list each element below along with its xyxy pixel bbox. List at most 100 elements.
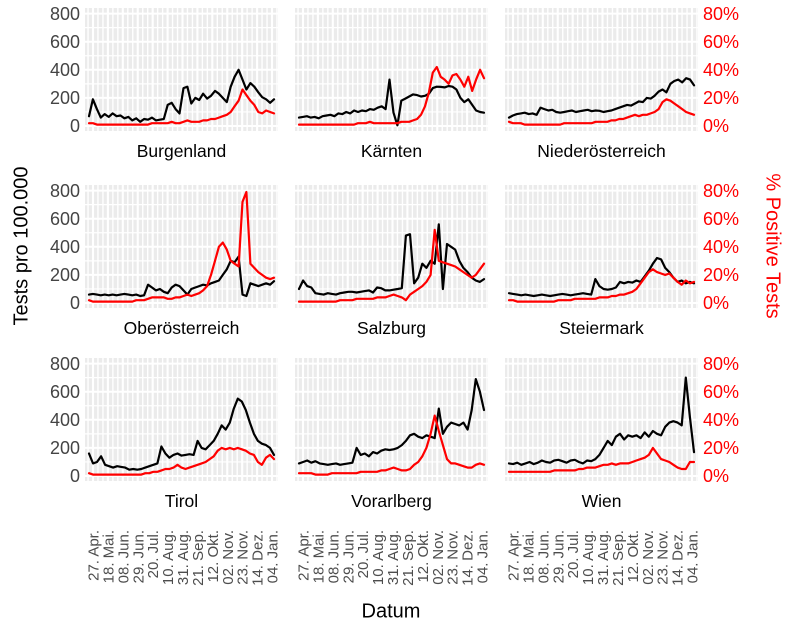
facet-title: Salzburg	[356, 318, 427, 338]
x-tick-label: 21. Sep.	[400, 530, 417, 586]
left-axis-tick-label: 600	[49, 381, 80, 402]
right-axis-tick-label: 80%	[703, 3, 740, 24]
x-tick-label: 04. Jan.	[265, 530, 279, 583]
x-tick-label: 02. Nov.	[640, 530, 657, 585]
x-axis-tick-labels: 27. Apr.18. Mai.08. Jun.29. Jun.20. Jul.…	[506, 530, 699, 586]
positive-rate-line	[507, 98, 696, 126]
facet-panel-steiermark	[505, 185, 698, 308]
facet-panel-burgenland	[85, 8, 278, 131]
x-tick-label: 14. Dez.	[460, 530, 477, 586]
panel-plot	[85, 185, 278, 308]
right-axis-tick-label: 0%	[703, 293, 730, 313]
x-tick-label: 08. Jun.	[115, 530, 132, 583]
x-tick-label: 27. Apr.	[86, 530, 103, 581]
facet-panel-vorarlberg	[295, 358, 488, 481]
x-tick-label: 23. Nov.	[655, 530, 672, 585]
left-axis-tick-label: 600	[49, 208, 80, 229]
tests-line	[87, 397, 276, 471]
facet-panel-krnten	[295, 8, 488, 131]
positive-rate-line	[87, 446, 276, 476]
left-axis-tick-label: 400	[49, 59, 80, 80]
left-axis-tick-label: 0	[69, 116, 80, 136]
panel-plot	[505, 8, 698, 131]
right-axis-tick-label: 60%	[703, 31, 740, 52]
right-axis-tick-label: 40%	[703, 59, 740, 80]
panel-plot	[295, 185, 488, 308]
panel-plot	[505, 185, 698, 308]
tests-line	[87, 255, 276, 298]
x-tick-label: 27. Apr.	[506, 530, 523, 581]
right-axis-tick-label: 0%	[703, 116, 730, 136]
right-axis-tick-label: 60%	[703, 381, 740, 402]
positive-rate-line	[297, 65, 486, 126]
x-tick-label: 08. Jun.	[325, 530, 342, 583]
x-tick-label: 10. Aug.	[160, 530, 177, 585]
x-tick-label: 04. Jan.	[685, 530, 699, 583]
x-tick-label: 29. Jun.	[340, 530, 357, 583]
right-axis-tick-label: 80%	[703, 180, 740, 201]
left-axis-tick-label: 400	[49, 236, 80, 257]
x-tick-label: 20. Jul.	[145, 530, 162, 578]
x-tick-label: 10. Aug.	[580, 530, 597, 585]
facet-panel-obersterreich	[85, 185, 278, 308]
left-axis-tick-label: 200	[49, 264, 80, 285]
x-tick-label: 08. Jun.	[535, 530, 552, 583]
positive-rate-line	[297, 228, 486, 303]
left-axis-tick-label: 800	[49, 180, 80, 201]
facet-panel-niedersterreich	[505, 8, 698, 131]
x-tick-label: 21. Sep.	[190, 530, 207, 586]
facet-title: Wien	[581, 491, 622, 511]
x-tick-label: 23. Nov.	[235, 530, 252, 585]
facet-title: Burgenland	[136, 141, 227, 161]
x-tick-label: 20. Jul.	[565, 530, 582, 578]
x-tick-label: 27. Apr.	[296, 530, 313, 581]
x-tick-label: 29. Jun.	[550, 530, 567, 583]
tests-line	[297, 78, 486, 127]
x-tick-label: 31. Aug.	[385, 530, 402, 585]
positive-rate-line	[507, 446, 696, 473]
left-axis-tick-label: 800	[49, 353, 80, 374]
tests-line	[87, 68, 276, 123]
x-tick-label: 23. Nov.	[445, 530, 462, 585]
left-axis-tick-label: 0	[69, 293, 80, 313]
left-axis-tick-label: 600	[49, 31, 80, 52]
left-axis-title: Tests pro 100.000	[10, 166, 33, 326]
left-axis-tick-label: 0	[69, 466, 80, 486]
positive-rate-line	[297, 414, 486, 476]
left-axis-tick-label: 400	[49, 409, 80, 430]
x-axis-tick-labels: 27. Apr.18. Mai.08. Jun.29. Jun.20. Jul.…	[296, 530, 489, 586]
x-tick-label: 12. Okt.	[205, 530, 222, 583]
panel-plot	[295, 358, 488, 481]
x-axis-tick-labels: 27. Apr.18. Mai.08. Jun.29. Jun.20. Jul.…	[86, 530, 279, 586]
panel-plot	[85, 8, 278, 131]
x-tick-label: 31. Aug.	[595, 530, 612, 585]
right-axis-tick-label: 20%	[703, 264, 740, 285]
x-axis-title: Datum	[361, 600, 421, 623]
x-tick-label: 18. Mai.	[100, 530, 117, 583]
x-tick-label: 12. Okt.	[625, 530, 642, 583]
x-tick-label: 12. Okt.	[415, 530, 432, 583]
facet-panel-salzburg	[295, 185, 488, 308]
right-axis-tick-label: 20%	[703, 437, 740, 458]
positive-rate-line	[507, 268, 696, 303]
facet-panel-tirol	[85, 358, 278, 481]
panel-plot	[505, 358, 698, 481]
tests-line	[507, 77, 696, 119]
right-axis-tick-label: 0%	[703, 466, 730, 486]
left-axis-tick-label: 800	[49, 3, 80, 24]
right-axis-tick-label: 40%	[703, 409, 740, 430]
right-axis-tick-label: 60%	[703, 208, 740, 229]
x-tick-label: 31. Aug.	[175, 530, 192, 585]
x-tick-label: 04. Jan.	[475, 530, 489, 583]
x-tick-label: 14. Dez.	[670, 530, 687, 586]
panel-plot	[85, 358, 278, 481]
tests-line	[297, 223, 486, 296]
facet-title: Vorarlberg	[351, 491, 432, 511]
positive-rate-line	[87, 88, 276, 126]
tests-line	[507, 376, 696, 466]
x-tick-label: 29. Jun.	[130, 530, 147, 583]
x-tick-label: 20. Jul.	[355, 530, 372, 578]
tests-line	[507, 256, 696, 298]
x-tick-label: 18. Mai.	[520, 530, 537, 583]
